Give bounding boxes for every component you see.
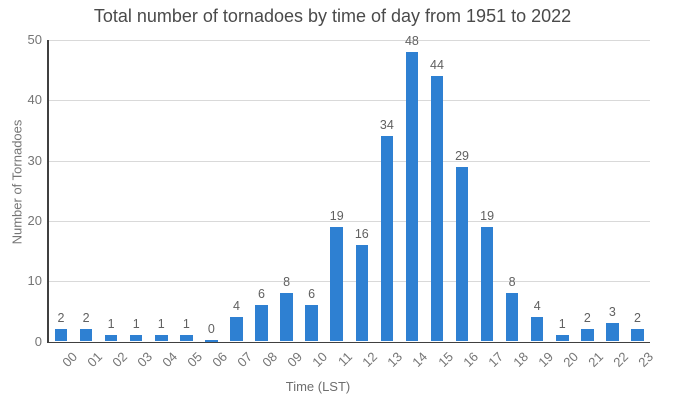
bar xyxy=(230,317,243,342)
bar-value-label: 4 xyxy=(232,299,240,314)
x-tick-label: 05 xyxy=(184,349,205,370)
bar xyxy=(104,335,118,342)
bar xyxy=(606,323,619,342)
x-tick-label: 11 xyxy=(335,349,356,370)
bar-value-label: 44 xyxy=(430,58,444,73)
y-axis-line xyxy=(47,40,49,343)
x-tick-label: 19 xyxy=(534,349,556,370)
bar xyxy=(255,305,268,342)
x-tick-label: 03 xyxy=(133,349,155,370)
x-tick-label: 22 xyxy=(610,349,632,370)
bar-value-label: 3 xyxy=(608,305,616,320)
y-tick-label: 10 xyxy=(27,273,42,289)
bar-value-label: 6 xyxy=(258,287,266,302)
bar-value-label: 2 xyxy=(57,311,65,326)
x-tick-label: 09 xyxy=(284,349,306,370)
bar xyxy=(530,317,544,342)
x-tick-label: 13 xyxy=(384,349,406,370)
bar xyxy=(556,335,569,342)
bar-value-label: 8 xyxy=(283,275,291,290)
bar xyxy=(180,335,193,342)
bar-value-label: 2 xyxy=(633,311,641,326)
bar-value-label: 1 xyxy=(132,317,140,332)
bar xyxy=(380,136,394,342)
bar-value-label: 19 xyxy=(329,208,344,223)
y-tick-label: 50 xyxy=(27,32,42,47)
bar xyxy=(405,52,419,342)
bar xyxy=(330,226,343,342)
y-tick-label: 20 xyxy=(27,212,42,228)
x-tick-label: 18 xyxy=(509,349,531,370)
bar xyxy=(79,329,93,342)
bar xyxy=(305,305,318,342)
x-tick-label: 12 xyxy=(359,349,381,370)
bar xyxy=(280,293,293,342)
x-tick-label: 20 xyxy=(560,349,581,370)
bar-value-label: 48 xyxy=(404,34,419,49)
x-tick-label: 04 xyxy=(159,349,180,370)
x-tick-label: 06 xyxy=(209,349,231,370)
bar xyxy=(355,245,369,342)
gridline xyxy=(48,220,650,222)
bar xyxy=(455,166,469,342)
bar xyxy=(581,329,594,342)
x-tick-label: 07 xyxy=(234,349,256,370)
bar xyxy=(205,340,218,342)
x-tick-label: 10 xyxy=(309,349,331,370)
x-tick-label: 02 xyxy=(108,349,130,370)
bar-value-label: 1 xyxy=(182,317,190,332)
bar xyxy=(54,329,68,342)
gridline xyxy=(48,160,650,162)
bar-value-label: 29 xyxy=(455,148,469,163)
bar-value-label: 1 xyxy=(558,317,566,332)
y-tick-label: 40 xyxy=(27,92,42,108)
bar-value-label: 19 xyxy=(480,208,495,223)
bar-value-label: 1 xyxy=(157,317,165,332)
bar-value-label: 1 xyxy=(107,317,115,332)
x-tick-label: 15 xyxy=(434,349,456,370)
x-tick-label: 08 xyxy=(259,349,281,370)
x-tick-label: 00 xyxy=(58,349,80,370)
gridline xyxy=(48,281,650,283)
bar xyxy=(480,226,494,342)
x-tick-label: 23 xyxy=(635,349,657,370)
chart-title: Total number of tornadoes by time of day… xyxy=(93,6,572,26)
bar-value-label: 4 xyxy=(533,299,541,314)
bar xyxy=(155,335,168,342)
gridline xyxy=(48,40,650,41)
bar-value-label: 2 xyxy=(82,311,90,326)
bar-value-label: 16 xyxy=(354,227,369,242)
y-tick-label: 0 xyxy=(34,333,42,349)
bar-value-label: 34 xyxy=(379,118,394,133)
x-tick-label: 16 xyxy=(459,349,481,370)
bar-value-label: 6 xyxy=(308,287,316,302)
y-tick-label: 30 xyxy=(27,152,42,168)
x-tick-label: 21 xyxy=(585,349,606,370)
bar xyxy=(430,76,444,342)
bar-value-label: 0 xyxy=(207,322,215,336)
gridline xyxy=(48,100,650,102)
x-tick-label: 17 xyxy=(484,349,506,370)
bar xyxy=(129,335,143,342)
bar xyxy=(631,329,644,342)
x-axis-line xyxy=(47,341,650,343)
x-tick-label: 14 xyxy=(409,349,431,370)
x-tick-label: 01 xyxy=(83,349,105,370)
bar-value-label: 8 xyxy=(508,275,516,290)
bar-value-label: 2 xyxy=(583,311,591,326)
x-axis-title: Time (LST) xyxy=(285,379,351,394)
bar xyxy=(505,293,519,342)
